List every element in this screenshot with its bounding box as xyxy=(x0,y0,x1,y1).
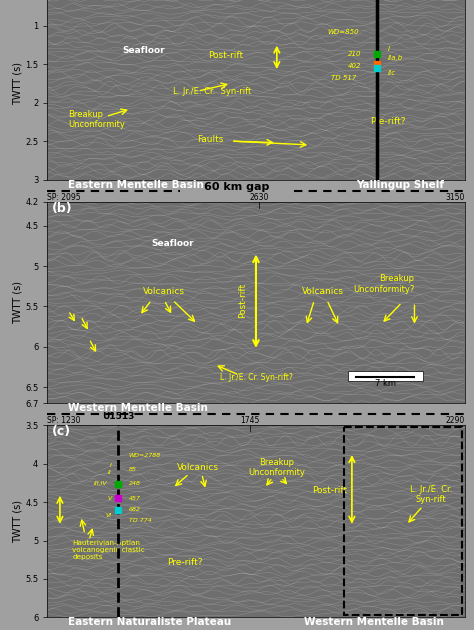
Text: Seafloor: Seafloor xyxy=(122,46,165,55)
Text: L. Jr./E. Cr.  Syn-rift: L. Jr./E. Cr. Syn-rift xyxy=(173,87,251,96)
Text: Breakup
Unconformity: Breakup Unconformity xyxy=(248,458,305,477)
Text: Hauterivian-Aptian
volcanogenic clastic
deposits: Hauterivian-Aptian volcanogenic clastic … xyxy=(73,540,145,560)
Text: TD 517: TD 517 xyxy=(331,75,356,81)
Y-axis label: TWTT (s): TWTT (s) xyxy=(12,281,22,324)
Text: 457: 457 xyxy=(129,496,141,501)
Bar xyxy=(344,427,463,615)
Text: U1513: U1513 xyxy=(102,413,135,421)
Text: V: V xyxy=(108,496,112,501)
Text: Volcanics: Volcanics xyxy=(301,287,344,297)
Text: L. Jr./E. Cr.
Syn-rift: L. Jr./E. Cr. Syn-rift xyxy=(410,484,452,504)
Text: II: II xyxy=(108,471,112,476)
Text: 85: 85 xyxy=(129,467,137,472)
Text: Breakup
Unconformity: Breakup Unconformity xyxy=(68,110,125,129)
Text: SP: 2095: SP: 2095 xyxy=(47,193,81,202)
Text: VI: VI xyxy=(106,513,112,518)
Text: Breakup
Unconformity?: Breakup Unconformity? xyxy=(353,274,414,294)
Text: I: I xyxy=(387,46,390,52)
Text: Post-rift: Post-rift xyxy=(312,486,348,495)
Text: Eastern Mentelle Basin: Eastern Mentelle Basin xyxy=(68,180,204,190)
Text: Volcanics: Volcanics xyxy=(176,463,219,472)
Text: WD=2788: WD=2788 xyxy=(129,454,161,459)
Text: IIa,b: IIa,b xyxy=(387,55,402,61)
Text: TD 774: TD 774 xyxy=(129,518,152,523)
Text: III,IV: III,IV xyxy=(94,481,108,486)
Text: 2290: 2290 xyxy=(445,416,465,425)
Text: SP: 1230: SP: 1230 xyxy=(47,416,81,425)
Text: Post-rift: Post-rift xyxy=(238,282,247,318)
Text: L. Jr./E. Cr. Syn-rift?: L. Jr./E. Cr. Syn-rift? xyxy=(219,373,292,382)
Text: WD=850: WD=850 xyxy=(327,29,358,35)
Text: Post-rift: Post-rift xyxy=(208,50,244,60)
Text: I: I xyxy=(110,462,112,467)
Text: 402: 402 xyxy=(348,63,361,69)
Text: 248: 248 xyxy=(129,481,141,486)
Text: Faults: Faults xyxy=(198,135,224,144)
Text: (c): (c) xyxy=(52,425,71,438)
Y-axis label: TWTT (s): TWTT (s) xyxy=(12,62,22,105)
Text: Pre-rift?: Pre-rift? xyxy=(167,558,203,566)
Text: Seafloor: Seafloor xyxy=(152,239,194,248)
Text: Eastern Naturaliste Plateau: Eastern Naturaliste Plateau xyxy=(68,617,231,627)
Text: Volcanics: Volcanics xyxy=(143,287,185,297)
Text: Pre-rift?: Pre-rift? xyxy=(371,117,406,127)
Text: Yallingup Shelf: Yallingup Shelf xyxy=(356,180,444,190)
Text: 60 km gap: 60 km gap xyxy=(204,183,270,192)
Text: 3150: 3150 xyxy=(445,193,465,202)
Text: 682: 682 xyxy=(129,507,141,512)
Text: IIc: IIc xyxy=(387,71,395,76)
Text: 7 km: 7 km xyxy=(375,379,396,387)
Text: (b): (b) xyxy=(52,202,72,215)
Text: 1745: 1745 xyxy=(240,416,260,425)
Text: Western Mentelle Basin: Western Mentelle Basin xyxy=(68,403,208,413)
Bar xyxy=(348,371,423,381)
Y-axis label: TWTT (s): TWTT (s) xyxy=(12,500,22,543)
Text: 210: 210 xyxy=(348,51,361,57)
Text: 2630: 2630 xyxy=(249,193,269,202)
Text: Western Mentelle Basin: Western Mentelle Basin xyxy=(304,617,444,627)
